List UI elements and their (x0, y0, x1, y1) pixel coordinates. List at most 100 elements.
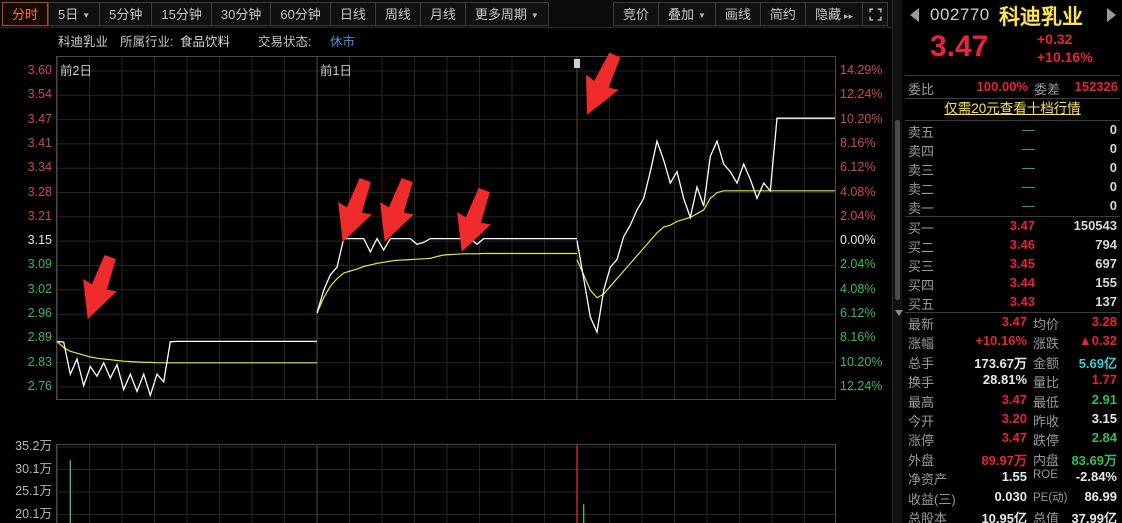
expand-icon[interactable] (862, 2, 888, 26)
stat-value-left: 3.47 (1001, 391, 1027, 407)
period-button-9[interactable]: 更多周期 ▼ (464, 2, 549, 26)
period-button-label: 周线 (384, 7, 411, 22)
day-label-1: 前1日 (320, 64, 352, 78)
period-button-5[interactable]: 60分钟 (270, 2, 330, 26)
buy-row-label: 买一 (908, 221, 935, 236)
sell-row-2[interactable]: 卖三 — 0 (903, 159, 1122, 178)
tool-button-4[interactable]: 隐藏 ▸▸ (804, 2, 862, 26)
price-axis-tick-7: 3.15 (27, 233, 52, 248)
period-button-8[interactable]: 月线 (419, 2, 465, 26)
sell-row-3[interactable]: 卖二 — 0 (903, 178, 1122, 197)
period-button-3[interactable]: 15分钟 (151, 2, 211, 26)
price-axis-tick-9: 3.02 (27, 281, 52, 296)
stat-value-left: 3.47 (1001, 430, 1027, 446)
price-change-pct: +10.16% (1037, 49, 1093, 65)
period-button-1[interactable]: 5日 ▼ (48, 2, 100, 26)
stat-key-right: 涨跌 (1033, 336, 1060, 352)
stat-key-left: 换手 (908, 375, 935, 391)
buy-row-volume: 137 (1095, 294, 1117, 309)
sell-row-label: 卖五 (908, 125, 935, 140)
buy-row-2[interactable]: 买三 3.45 697 (903, 255, 1122, 274)
stat-row-0: 最新 3.47 均价 3.28 (903, 313, 1122, 332)
percent-axis-tick-10: 6.12% (840, 306, 876, 321)
volume-plot[interactable] (56, 444, 836, 523)
percent-axis-tick-0: 14.29% (840, 63, 883, 77)
sell-row-price: — (1022, 198, 1035, 213)
stat-key-right: ROE (1033, 469, 1058, 482)
info-status-label: 交易状态: (258, 35, 312, 49)
price-axis-tick-1: 3.54 (27, 87, 52, 102)
ten-level-promo-link[interactable]: 仅需20元查看十档行情 (944, 101, 1081, 116)
stat-value-right: 83.69万 (1071, 452, 1117, 468)
weicha-label: 委差 (1034, 82, 1061, 97)
period-button-6[interactable]: 日线 (329, 2, 375, 26)
scrollbar-thumb[interactable] (895, 120, 900, 300)
sell-row-volume: 0 (1109, 141, 1117, 156)
buy-row-price: 3.47 (1009, 218, 1035, 233)
percent-axis-tick-7: 0.00% (840, 233, 876, 248)
divider (905, 75, 1120, 76)
sell-row-volume: 0 (1109, 198, 1117, 213)
period-button-2[interactable]: 5分钟 (99, 2, 152, 26)
buy-row-4[interactable]: 买五 3.43 137 (903, 293, 1122, 312)
stat-value-left: 10.95亿 (981, 510, 1027, 523)
tool-button-0[interactable]: 竞价 (612, 2, 658, 26)
price-plot[interactable] (56, 56, 836, 400)
sell-row-volume: 0 (1109, 160, 1117, 175)
period-button-4[interactable]: 30分钟 (210, 2, 271, 26)
ten-level-promo[interactable]: 仅需20元查看十档行情 (903, 99, 1122, 120)
tool-button-1[interactable]: 叠加 ▼ (657, 2, 715, 26)
stat-row-8: 净资产 1.55 ROE -2.84% (903, 468, 1122, 487)
buy-row-volume: 155 (1095, 275, 1117, 290)
price-change: +0.32 (1037, 31, 1073, 47)
buy-row-1[interactable]: 买二 3.46 794 (903, 236, 1122, 255)
stat-key-left: 涨幅 (908, 336, 935, 352)
sell-row-1[interactable]: 卖四 — 0 (903, 140, 1122, 159)
stat-key-right: 跌停 (1033, 433, 1060, 449)
stat-value-left: 3.20 (1001, 410, 1027, 426)
volume-axis-tick-3: 20.1万 (15, 506, 52, 521)
buy-row-label: 买二 (908, 240, 935, 255)
period-button-label: 更多周期 (474, 7, 527, 22)
intraday-chart[interactable]: 3.60 14.29% 3.54 12.24% 3.47 10.20% 3.41 8.16% 3… (0, 48, 892, 523)
percent-axis-tick-3: 8.16% (840, 135, 876, 150)
percent-axis-tick-6: 2.04% (840, 208, 876, 223)
buy-row-volume: 697 (1095, 256, 1117, 271)
sell-row-0[interactable]: 卖五 — 0 (903, 121, 1122, 140)
stat-key-left: 最新 (908, 317, 935, 332)
tool-button-2[interactable]: 画线 (714, 2, 760, 26)
sell-row-label: 卖二 (908, 182, 935, 197)
stat-value-right: 37.99亿 (1071, 510, 1117, 523)
stat-value-right: -2.84% (1075, 469, 1117, 485)
prev-stock-icon[interactable] (910, 8, 919, 22)
period-button-0[interactable]: 分时 (2, 2, 49, 26)
sell-row-label: 卖一 (908, 201, 935, 216)
stock-info-line: 科迪乳业 所属行业: 食品饮料 交易状态: 休市 (0, 28, 892, 49)
stat-value-right: 2.91 (1091, 391, 1117, 407)
info-status-value: 休市 (330, 35, 356, 49)
info-industry-value[interactable]: 食品饮料 (180, 35, 231, 49)
period-button-7[interactable]: 周线 (374, 2, 420, 26)
price-axis-tick-11: 2.89 (27, 330, 52, 345)
double-chevron-right-icon: ▸▸ (843, 11, 853, 21)
stat-row-4: 最高 3.47 最低 2.91 (903, 391, 1122, 410)
stat-key-right: 最低 (1033, 394, 1060, 410)
stat-row-9: 收益(三) 0.030 PE(动) 86.99 (903, 488, 1122, 507)
sell-row-4[interactable]: 卖一 — 0 (903, 197, 1122, 216)
stat-key-right: 内盘 (1033, 452, 1060, 468)
tool-button-3[interactable]: 简约 (759, 2, 805, 26)
volume-axis-tick-1: 30.1万 (15, 461, 52, 476)
stat-key-left: 总股本 (908, 510, 948, 523)
next-stock-icon[interactable] (1107, 8, 1116, 22)
quote-panel: 002770 科迪乳业 3.47 +0.32 +10.16% 委比 100.00… (903, 0, 1122, 523)
scroll-down-icon[interactable] (895, 310, 903, 316)
stat-key-right: 昨收 (1033, 413, 1060, 429)
buy-row-3[interactable]: 买四 3.44 155 (903, 274, 1122, 293)
price-axis-tick-3: 3.41 (27, 135, 52, 150)
sell-row-price: — (1022, 179, 1035, 194)
sell-row-price: — (1022, 160, 1035, 175)
panel-scrollbar[interactable] (892, 0, 903, 523)
price-axis-tick-13: 2.76 (27, 379, 52, 393)
stat-value-right: 1.77 (1091, 372, 1117, 388)
buy-row-0[interactable]: 买一 3.47 150543 (903, 217, 1122, 236)
